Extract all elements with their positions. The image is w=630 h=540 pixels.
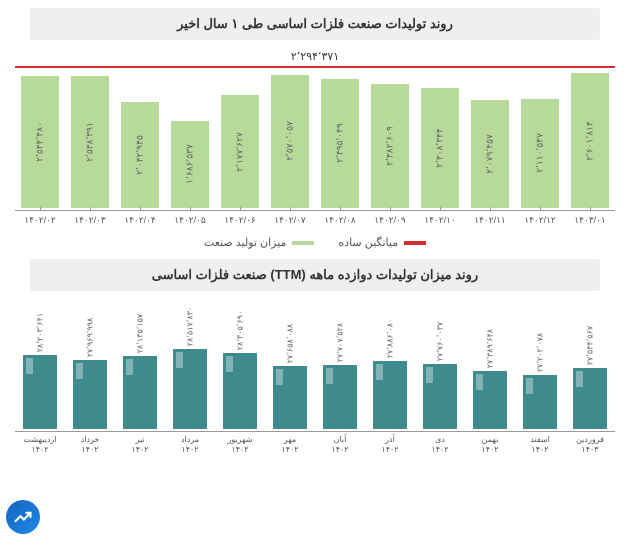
bar-value-label: ۲۷٬۸۸۶٬۰۸۰ — [386, 319, 395, 358]
bar-value-label: ۲۷٬۷۰۷٬۵۲۸ — [336, 323, 345, 362]
xtick: مرداد۱۴۰۲ — [170, 432, 210, 459]
bar: ۲۸٬۵۱۷٬۸۳۰ — [173, 349, 207, 429]
bar-value-label: ۲٬۰۷۹٬۴۵۷ — [485, 134, 496, 174]
bar: ۲٬۳۸۲٬۶۰۹ — [371, 84, 409, 208]
xtick: ۱۴۰۲/۰۲ — [21, 211, 59, 230]
xtick: ۱۴۰۲/۰۹ — [371, 211, 409, 230]
xtick: ۱۴۰۲/۰۶ — [221, 211, 259, 230]
bar-value-label: ۲٬۱۱۰٬۵۴۷ — [535, 134, 546, 174]
bar-value-label: ۲۷٬۷۶۰٬۰۳۷ — [436, 322, 445, 361]
bar-value-label: ۲٬۰۴۲٬۹۴۵ — [135, 135, 146, 175]
bar-value-label: ۲٬۳۸۲٬۶۰۹ — [385, 126, 396, 166]
bar: ۲٬۵۳۸٬۳۹۱ — [71, 76, 109, 208]
bar-value-label: ۲۸٬۱۳۵٬۱۵۷ — [136, 314, 145, 353]
chart2: ۲۸٬۲۰۳٬۶۴۱ ۲۷٬۹۶۹٬۹۹۸ ۲۸٬۱۳۵٬۱۵۷ ۲۸٬۵۱۷٬۸۳۰… — [15, 299, 615, 459]
xtick: مهر۱۴۰۲ — [270, 432, 310, 459]
legend-item-production: میزان تولید صنعت — [204, 236, 314, 249]
chart1-title: روند تولیدات صنعت فلزات اساسی طی ۱ سال ا… — [30, 8, 600, 40]
xtick: ۱۴۰۲/۱۲ — [521, 211, 559, 230]
chart1-bars: ۲٬۵۴۴٬۴۸۰ ۲٬۵۳۸٬۳۹۱ ۲٬۰۴۲٬۹۴۵ ۱٬۶۸۶٬۵۳۷ ۲٬۱۷… — [15, 68, 615, 208]
bar-value-label: ۲۷٬۹۶۹٬۹۹۸ — [86, 317, 95, 356]
bar: ۲۷٬۵۳۴٬۵۶۷ — [573, 368, 607, 429]
xtick: ۱۴۰۲/۰۵ — [171, 211, 209, 230]
bar: ۲٬۵۴۴٬۴۸۰ — [21, 76, 59, 208]
bar-value-label: ۲۷٬۲۰۲٬۰۷۸ — [536, 333, 545, 372]
legend-swatch-green — [292, 241, 314, 245]
bar: ۲۷٬۷۶۰٬۰۳۷ — [423, 364, 457, 429]
legend-swatch-red — [404, 241, 426, 245]
xtick: ۱۴۰۲/۱۰ — [421, 211, 459, 230]
bar: ۲٬۵۷۰٬۰۵۷ — [271, 75, 309, 208]
bar: ۱٬۶۸۶٬۵۳۷ — [171, 121, 209, 208]
xtick: تیر۱۴۰۲ — [120, 432, 160, 459]
xtick: آذر۱۴۰۲ — [370, 432, 410, 459]
xtick: اردیبهشت۱۴۰۲ — [20, 432, 60, 459]
bar: ۲۷٬۹۶۹٬۹۹۸ — [73, 360, 107, 429]
legend-label: میزان تولید صنعت — [204, 236, 286, 249]
xtick: شهریور۱۴۰۲ — [220, 432, 260, 459]
xtick: ۱۴۰۲/۰۴ — [121, 211, 159, 230]
xtick: ۱۴۰۲/۱۱ — [471, 211, 509, 230]
xtick: آبان۱۴۰۲ — [320, 432, 360, 459]
xtick: بهمن۱۴۰۲ — [470, 432, 510, 459]
bar-value-label: ۲۷٬۶۵۸٬۰۸۸ — [286, 324, 295, 363]
bar-value-label: ۲٬۶۰۱٬۸۱۴ — [585, 121, 596, 161]
bar-value-label: ۲٬۵۴۴٬۴۸۰ — [35, 122, 46, 162]
bar-value-label: ۲٬۱۷۷٬۶۲۷ — [235, 132, 246, 172]
chart1-legend: میزان تولید صنعت میانگین ساده — [0, 236, 630, 249]
bar: ۲٬۱۱۰٬۵۴۷ — [521, 99, 559, 208]
xtick: فروردین۱۴۰۳ — [570, 432, 610, 459]
bar: ۲۸٬۱۳۵٬۱۵۷ — [123, 356, 157, 429]
bar-value-label: ۲۸٬۲۰۳٬۶۴۱ — [36, 313, 45, 352]
bar: ۲۸٬۳۰۵٬۶۹۰ — [223, 353, 257, 429]
chart1-xaxis: ۱۴۰۲/۰۲ ۱۴۰۲/۰۳ ۱۴۰۲/۰۴ ۱۴۰۲/۰۵ ۱۴۰۲/۰۶ ۱۴۰۲/… — [15, 210, 615, 230]
brand-logo — [6, 500, 40, 534]
xtick: اسفند۱۴۰۲ — [520, 432, 560, 459]
bar: ۲۷٬۷۰۷٬۵۲۸ — [323, 365, 357, 429]
xtick: ۱۴۰۲/۰۳ — [71, 211, 109, 230]
chart1: ۲٬۲۹۴٬۳۷۱ ۲٬۵۴۴٬۴۸۰ ۲٬۵۳۸٬۳۹۱ ۲٬۰۴۲٬۹۴۵ ۱٬۶… — [15, 50, 615, 230]
bar: ۲۷٬۸۸۶٬۰۸۰ — [373, 361, 407, 429]
chart2-bars: ۲۸٬۲۰۳٬۶۴۱ ۲۷٬۹۶۹٬۹۹۸ ۲۸٬۱۳۵٬۱۵۷ ۲۸٬۵۱۷٬۸۳۰… — [15, 309, 615, 429]
bar: ۲٬۰۴۲٬۹۴۵ — [121, 102, 159, 208]
bar-value-label: ۲٬۵۷۰٬۰۵۷ — [285, 122, 296, 162]
bar: ۲٬۱۷۷٬۶۲۷ — [221, 95, 259, 208]
bar-value-label: ۲۷٬۵۳۴٬۵۶۷ — [586, 326, 595, 365]
bar-value-label: ۲٬۵۳۸٬۳۹۱ — [85, 122, 96, 162]
bar: ۲٬۳۰۸٬۳۴۴ — [421, 88, 459, 208]
bar-value-label: ۲٬۳۰۸٬۳۴۴ — [435, 128, 446, 168]
bar: ۲٬۶۰۱٬۸۱۴ — [571, 73, 609, 208]
legend-label: میانگین ساده — [338, 236, 398, 249]
bar: ۲٬۰۷۹٬۴۵۷ — [471, 100, 509, 208]
bar: ۲٬۴۹۵٬۰۴۹ — [321, 79, 359, 208]
avg-label: ۲٬۲۹۴٬۳۷۱ — [291, 50, 339, 63]
bar-value-label: ۲۷٬۳۸۹٬۶۴۸ — [486, 329, 495, 368]
xtick: خرداد۱۴۰۲ — [70, 432, 110, 459]
bar: ۲۷٬۲۰۲٬۰۷۸ — [523, 375, 557, 429]
xtick: ۱۴۰۳/۰۱ — [571, 211, 609, 230]
xtick: دی۱۴۰۲ — [420, 432, 460, 459]
legend-item-average: میانگین ساده — [338, 236, 426, 249]
chart2-title: روند میزان تولیدات دوازده ماهه (TTM) صنع… — [30, 259, 600, 291]
xtick: ۱۴۰۲/۰۸ — [321, 211, 359, 230]
bar-value-label: ۲۸٬۳۰۵٬۶۹۰ — [236, 311, 245, 350]
bar-value-label: ۱٬۶۸۶٬۵۳۷ — [185, 145, 196, 185]
chart2-xaxis: اردیبهشت۱۴۰۲ خرداد۱۴۰۲ تیر۱۴۰۲ مرداد۱۴۰۲ شهر… — [15, 431, 615, 459]
bar-value-label: ۲۸٬۵۱۷٬۸۳۰ — [186, 306, 195, 345]
bar: ۲۸٬۲۰۳٬۶۴۱ — [23, 355, 57, 429]
bar: ۲۷٬۳۸۹٬۶۴۸ — [473, 371, 507, 429]
chart-up-icon — [13, 507, 33, 527]
bar: ۲۷٬۶۵۸٬۰۸۸ — [273, 366, 307, 429]
bar-value-label: ۲٬۴۹۵٬۰۴۹ — [335, 124, 346, 164]
xtick: ۱۴۰۲/۰۷ — [271, 211, 309, 230]
